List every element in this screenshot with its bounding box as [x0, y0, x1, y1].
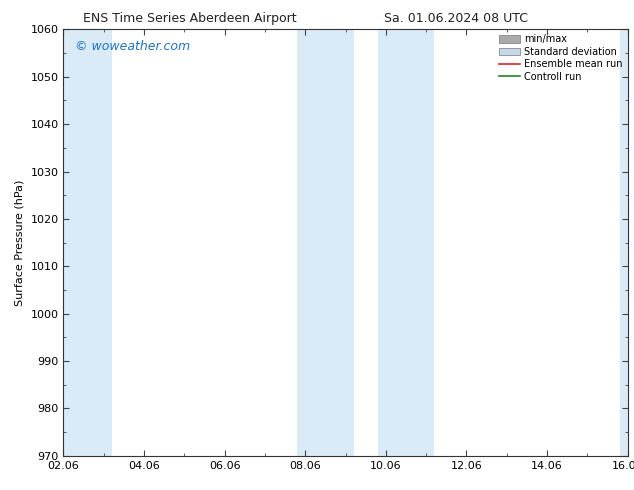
- Bar: [378, 29, 434, 456]
- Text: Sa. 01.06.2024 08 UTC: Sa. 01.06.2024 08 UTC: [384, 12, 529, 25]
- Bar: [619, 29, 634, 456]
- Text: ENS Time Series Aberdeen Airport: ENS Time Series Aberdeen Airport: [84, 12, 297, 25]
- Legend: min/max, Standard deviation, Ensemble mean run, Controll run: min/max, Standard deviation, Ensemble me…: [497, 32, 624, 83]
- Text: © woweather.com: © woweather.com: [75, 40, 190, 53]
- Bar: [297, 29, 354, 456]
- Y-axis label: Surface Pressure (hPa): Surface Pressure (hPa): [15, 179, 25, 306]
- Bar: [55, 29, 112, 456]
